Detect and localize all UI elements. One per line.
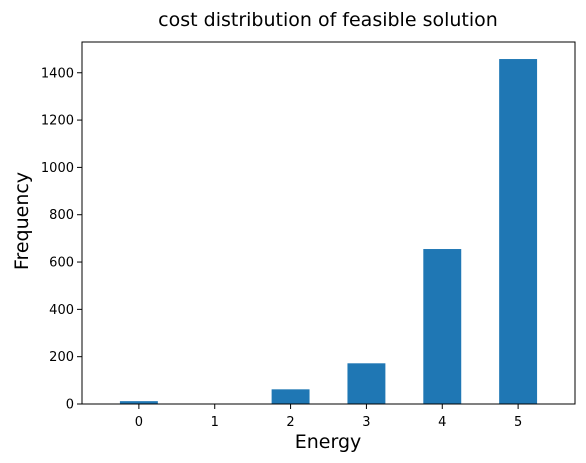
bars-layer bbox=[119, 59, 538, 405]
y-axis-title: Frequency bbox=[11, 172, 33, 270]
y-tick-label: 0 bbox=[66, 398, 74, 413]
bar-0 bbox=[119, 401, 158, 404]
x-axis-title: Energy bbox=[295, 431, 362, 453]
plot-frame bbox=[81, 41, 576, 405]
y-tick-label: 1000 bbox=[41, 161, 74, 176]
y-tick-label: 600 bbox=[49, 256, 74, 271]
y-tick-label: 400 bbox=[49, 303, 74, 318]
x-tick-label: 3 bbox=[362, 415, 370, 430]
y-tick-label: 800 bbox=[49, 208, 74, 223]
x-tick-label: 5 bbox=[514, 415, 522, 430]
bar-4 bbox=[423, 249, 462, 404]
ticks-layer: 0 1 2 3 4 5 0 200 400 600 800 1000 1200 1400 bbox=[41, 66, 522, 430]
y-tick-label: 200 bbox=[49, 350, 74, 365]
y-tick-label: 1400 bbox=[41, 66, 74, 81]
bar-2 bbox=[271, 389, 310, 404]
x-tick-label: 2 bbox=[286, 415, 294, 430]
chart-title: cost distribution of feasible solution bbox=[158, 9, 498, 31]
y-tick-label: 1200 bbox=[41, 114, 74, 129]
bar-5 bbox=[499, 59, 538, 405]
x-tick-label: 4 bbox=[438, 415, 446, 430]
x-tick-label: 0 bbox=[135, 415, 143, 430]
x-tick-label: 1 bbox=[211, 415, 219, 430]
bar-3 bbox=[347, 363, 386, 404]
